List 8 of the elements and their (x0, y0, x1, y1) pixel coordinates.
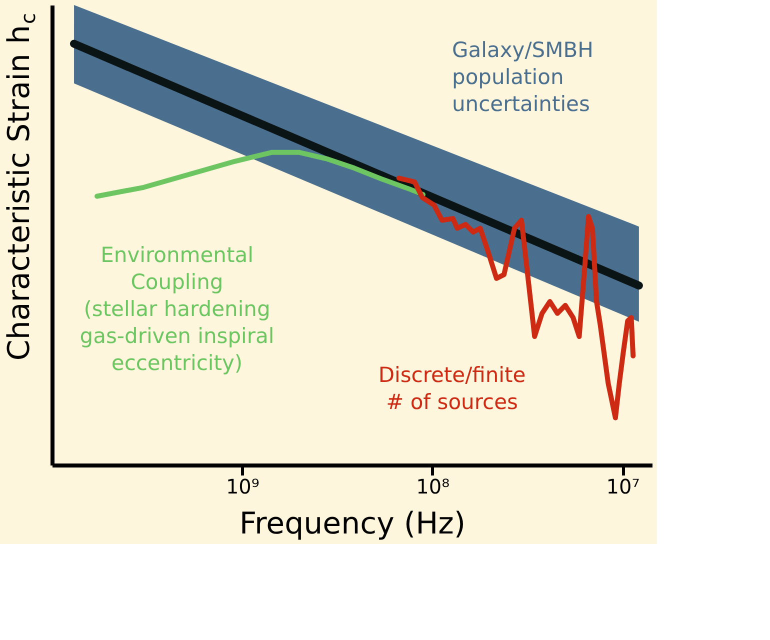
x-tick-label: 10⁷ (606, 474, 640, 498)
x-tick-label: 10⁸ (416, 474, 450, 498)
text: Environmental Coupling (stellar hardening gas-driven inspiral eccentricity) (80, 243, 274, 375)
x-axis-title: Frequency (Hz) (239, 506, 466, 542)
series-label: Discrete/finite # of sources (378, 363, 526, 414)
x-tick-label: 10⁹ (226, 474, 260, 498)
annotation: Galaxy/SMBH population uncertainties (452, 38, 594, 116)
y-axis-title: Characteristic Strain hc (2, 13, 40, 361)
